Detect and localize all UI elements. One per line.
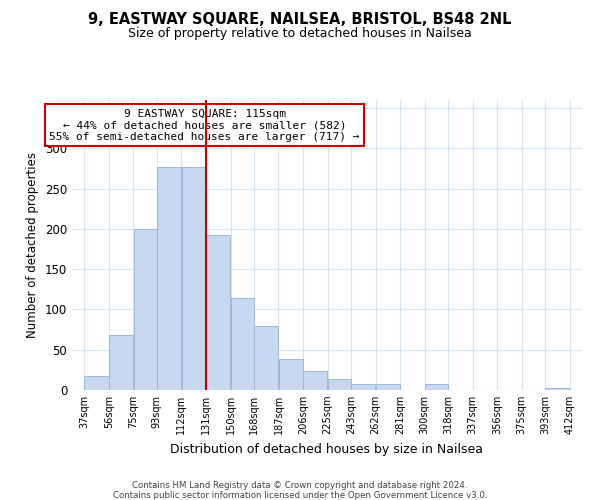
Bar [254,326,278,390]
Bar [376,384,400,390]
Bar [134,229,157,390]
Text: Contains HM Land Registry data © Crown copyright and database right 2024.: Contains HM Land Registry data © Crown c… [132,481,468,490]
Bar [328,378,351,390]
Bar [109,335,133,390]
Bar [545,388,569,390]
Bar [303,370,328,390]
Bar [231,298,254,390]
Bar [182,167,206,390]
Bar [278,358,303,390]
X-axis label: Distribution of detached houses by size in Nailsea: Distribution of detached houses by size … [170,442,484,456]
Text: Contains public sector information licensed under the Open Government Licence v3: Contains public sector information licen… [113,491,487,500]
Bar [85,376,109,390]
Text: 9, EASTWAY SQUARE, NAILSEA, BRISTOL, BS48 2NL: 9, EASTWAY SQUARE, NAILSEA, BRISTOL, BS4… [88,12,512,28]
Text: Size of property relative to detached houses in Nailsea: Size of property relative to detached ho… [128,28,472,40]
Bar [425,384,448,390]
Bar [157,167,181,390]
Text: 9 EASTWAY SQUARE: 115sqm
← 44% of detached houses are smaller (582)
55% of semi-: 9 EASTWAY SQUARE: 115sqm ← 44% of detach… [49,108,360,142]
Bar [351,384,376,390]
Y-axis label: Number of detached properties: Number of detached properties [26,152,40,338]
Bar [206,234,230,390]
